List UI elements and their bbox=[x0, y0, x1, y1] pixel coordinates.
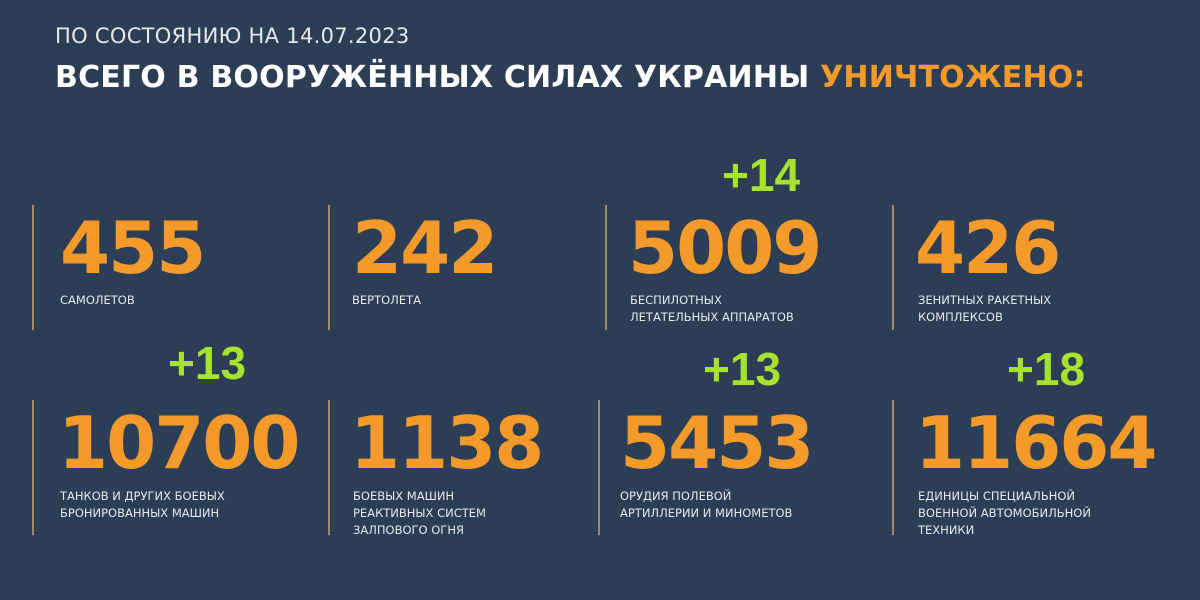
stat-value: 11664 bbox=[915, 401, 1157, 485]
divider bbox=[328, 205, 330, 330]
stat-label-line: БРОНИРОВАННЫХ МАШИН bbox=[60, 506, 220, 520]
stat-delta: +14 bbox=[722, 149, 801, 201]
stat-label-line: ОРУДИЯ ПОЛЕВОЙ bbox=[620, 489, 732, 503]
stat-label-line: БОЕВЫХ МАШИН bbox=[353, 489, 455, 503]
divider bbox=[328, 400, 330, 535]
divider bbox=[32, 205, 34, 330]
page-title: ВСЕГО В ВООРУЖЁННЫХ СИЛАХ УКРАИНЫ УНИЧТО… bbox=[55, 60, 1086, 95]
stat-label: ОРУДИЯ ПОЛЕВОЙ АРТИЛЛЕРИИ И МИНОМЕТОВ bbox=[620, 488, 792, 522]
stat-delta: +13 bbox=[703, 343, 782, 395]
stat-label-line: РЕАКТИВНЫХ СИСТЕМ bbox=[353, 506, 486, 520]
divider bbox=[892, 400, 894, 535]
stat-label-line: БЕСПИЛОТНЫХ bbox=[630, 293, 722, 307]
title-highlight: УНИЧТОЖЕНО: bbox=[820, 60, 1086, 95]
stat-label-line: ТЕХНИКИ bbox=[918, 523, 975, 537]
stat-label-line: ЛЕТАТЕЛЬНЫХ АППАРАТОВ bbox=[630, 310, 794, 324]
stat-value: 1138 bbox=[350, 401, 544, 485]
stat-value: 5009 bbox=[628, 206, 822, 290]
stat-value: 426 bbox=[915, 206, 1061, 290]
divider bbox=[32, 400, 34, 535]
stat-label: ЗЕНИТНЫХ РАКЕТНЫХ КОМПЛЕКСОВ bbox=[918, 292, 1051, 326]
stat-label: ВЕРТОЛЕТА bbox=[352, 292, 421, 309]
stat-value: 455 bbox=[60, 206, 206, 290]
divider bbox=[598, 400, 600, 535]
stat-label-line: ТАНКОВ И ДРУГИХ БОЕВЫХ bbox=[60, 489, 225, 503]
stat-value: 10700 bbox=[58, 401, 300, 485]
date-line: ПО СОСТОЯНИЮ НА 14.07.2023 bbox=[55, 24, 410, 48]
stat-delta: +13 bbox=[168, 337, 247, 389]
title-main: ВСЕГО В ВООРУЖЁННЫХ СИЛАХ УКРАИНЫ bbox=[55, 60, 810, 95]
stat-label: САМОЛЕТОВ bbox=[60, 292, 135, 309]
stat-label-line: ВОЕННОЙ АВТОМОБИЛЬНОЙ bbox=[918, 506, 1091, 520]
divider bbox=[892, 205, 894, 330]
stat-label-line: ВЕРТОЛЕТА bbox=[352, 293, 421, 307]
stat-label-line: ЗЕНИТНЫХ РАКЕТНЫХ bbox=[918, 293, 1052, 307]
stat-value: 5453 bbox=[620, 401, 814, 485]
stat-delta: +18 bbox=[1007, 343, 1086, 395]
stat-label: БЕСПИЛОТНЫХ ЛЕТАТЕЛЬНЫХ АППАРАТОВ bbox=[630, 292, 794, 326]
divider bbox=[605, 205, 607, 330]
stat-label-line: АРТИЛЛЕРИИ И МИНОМЕТОВ bbox=[620, 506, 793, 520]
stat-label-line: ЕДИНИЦЫ СПЕЦИАЛЬНОЙ bbox=[918, 489, 1076, 503]
stat-label: БОЕВЫХ МАШИН РЕАКТИВНЫХ СИСТЕМ ЗАЛПОВОГО О… bbox=[353, 488, 486, 539]
stat-value: 242 bbox=[352, 206, 498, 290]
stat-label-line: САМОЛЕТОВ bbox=[60, 293, 135, 307]
stat-label-line: КОМПЛЕКСОВ bbox=[918, 310, 1003, 324]
stat-label: ТАНКОВ И ДРУГИХ БОЕВЫХ БРОНИРОВАННЫХ МАШИ… bbox=[60, 488, 225, 522]
stat-label-line: ЗАЛПОВОГО ОГНЯ bbox=[353, 523, 464, 537]
stat-label: ЕДИНИЦЫ СПЕЦИАЛЬНОЙ ВОЕННОЙ АВТОМОБИЛЬНОЙ… bbox=[918, 488, 1091, 539]
